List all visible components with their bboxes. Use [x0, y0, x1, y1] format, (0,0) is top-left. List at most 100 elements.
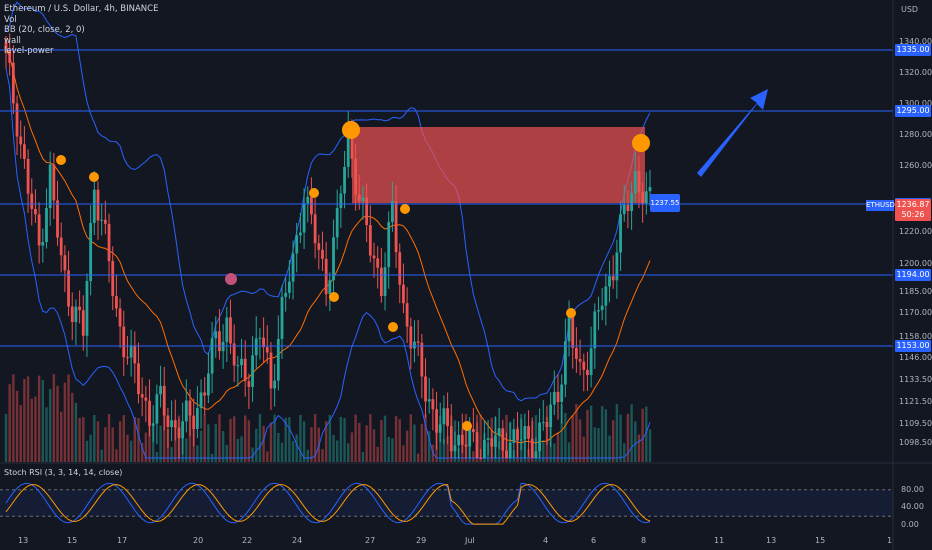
volume-bar: [347, 443, 350, 462]
candle-body: [324, 258, 328, 295]
volume-bar: [376, 446, 379, 462]
level-badge[interactable]: 1153.00: [895, 340, 931, 352]
candle-body: [405, 303, 409, 327]
volume-bar: [41, 380, 44, 462]
volume-bar: [302, 421, 306, 462]
indicator-vol[interactable]: Vol: [4, 14, 17, 25]
volume-bar: [358, 422, 361, 462]
candle-body: [63, 255, 67, 271]
candle-body: [376, 258, 380, 268]
volume-bar: [472, 451, 475, 462]
volume-bar: [203, 414, 206, 462]
candle-body: [144, 397, 148, 401]
candle-body: [45, 208, 48, 243]
chart-legend: Ethereum / U.S. Dollar, 4h, BINANCE Vol …: [4, 4, 158, 57]
volume-bar: [148, 414, 151, 462]
signal-marker[interactable]: [388, 322, 398, 332]
volume-bar: [332, 434, 335, 462]
trend-arrow[interactable]: [697, 89, 768, 177]
candle-body: [494, 435, 497, 447]
price-tick: 1280.00: [899, 130, 932, 139]
candle-body: [468, 429, 472, 447]
volume-bar: [89, 434, 92, 462]
level-badge[interactable]: 1295.00: [895, 105, 931, 117]
candle-body: [170, 420, 173, 427]
volume-bar: [641, 408, 644, 462]
price-tick: 1170.00: [899, 308, 932, 317]
candle-body: [48, 164, 52, 209]
candle-body: [332, 237, 335, 281]
candle-body: [368, 225, 372, 256]
candle-body: [243, 358, 247, 382]
candle-body: [611, 276, 615, 281]
volume-bar: [78, 417, 81, 462]
signal-marker[interactable]: [342, 121, 360, 139]
time-tick: 20: [193, 536, 204, 545]
signal-marker[interactable]: [56, 155, 66, 165]
osc-tick: 80.00: [901, 484, 924, 494]
volume-bar: [244, 415, 247, 462]
candle-body: [321, 249, 324, 259]
time-tick: 27: [365, 536, 376, 545]
indicator-bb[interactable]: BB (20, close, 2, 0): [4, 25, 85, 35]
zone-price-label[interactable]: 1237.55: [650, 194, 680, 212]
candle-body: [556, 391, 560, 403]
candle-body: [269, 352, 273, 389]
currency-label[interactable]: USD: [901, 5, 919, 14]
candle-body: [287, 281, 291, 293]
signal-marker[interactable]: [566, 308, 576, 318]
volume-bar: [115, 449, 118, 462]
volume-bar: [82, 417, 85, 462]
candle-body: [115, 296, 118, 309]
volume-bar: [229, 418, 232, 462]
signal-marker[interactable]: [309, 188, 319, 198]
signal-marker[interactable]: [225, 273, 237, 285]
volume-bar: [277, 432, 280, 462]
stoch-band: [0, 489, 893, 517]
volume-bar: [74, 402, 78, 462]
volume-bar: [273, 414, 276, 462]
signal-marker[interactable]: [89, 172, 99, 182]
candle-body: [608, 276, 611, 287]
candle-body: [23, 144, 26, 159]
candle-body: [78, 306, 81, 311]
candle-body: [560, 384, 564, 403]
volume-bar: [19, 405, 22, 462]
candle-body: [637, 171, 641, 193]
volume-bar: [152, 422, 155, 462]
level-badge[interactable]: 1335.00: [895, 44, 931, 56]
resistance-zone[interactable]: [352, 127, 645, 204]
candle-body: [291, 253, 295, 282]
candle-body: [207, 373, 210, 396]
signal-marker[interactable]: [329, 292, 339, 302]
candle-body: [549, 404, 553, 427]
volume-bar: [336, 440, 339, 462]
symbol-title[interactable]: Ethereum / U.S. Dollar, 4h, BINANCE: [4, 4, 159, 14]
bb-basis-line: [5, 49, 651, 444]
candle-body: [571, 315, 575, 348]
volume-bar: [174, 420, 177, 462]
signal-marker[interactable]: [632, 134, 650, 152]
indicator-wall[interactable]: wall: [4, 35, 21, 46]
signal-marker[interactable]: [400, 204, 410, 214]
volume-bar: [240, 436, 243, 462]
volume-bar: [140, 443, 144, 462]
candle-body: [427, 399, 431, 402]
candle-body: [471, 429, 475, 433]
candle-body: [41, 242, 45, 246]
level-badge[interactable]: 1194.00: [895, 269, 931, 281]
volume-bar: [343, 418, 346, 462]
candle-body: [335, 208, 339, 238]
indicator-level-power[interactable]: level-power: [4, 46, 54, 56]
candle-body: [575, 347, 578, 359]
volume-bar: [553, 443, 556, 462]
volume-bar: [372, 429, 376, 462]
time-tick: 6: [591, 536, 597, 545]
signal-marker[interactable]: [462, 421, 472, 431]
volume-bar: [615, 404, 619, 462]
stoch-rsi-legend[interactable]: Stoch RSI (3, 3, 14, 14, close): [4, 468, 123, 477]
time-tick: 13: [766, 536, 777, 545]
candle-body: [273, 380, 277, 389]
volume-bar: [582, 436, 585, 462]
